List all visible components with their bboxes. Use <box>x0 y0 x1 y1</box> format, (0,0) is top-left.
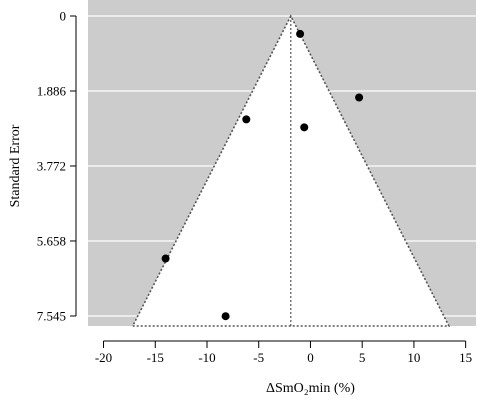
data-point <box>161 254 170 263</box>
x-axis-title: ΔSmO₂min (%) <box>266 381 355 396</box>
data-point <box>242 115 251 124</box>
y-tick-label: 0 <box>60 9 67 24</box>
x-tick-label: 5 <box>359 350 366 365</box>
y-tick-label: 5.658 <box>37 233 66 248</box>
funnel-region <box>131 14 451 327</box>
y-tick-label: 7.545 <box>37 309 66 324</box>
x-tick-label: 10 <box>407 350 420 365</box>
x-tick-label: -15 <box>147 350 164 365</box>
x-tick-label: 15 <box>459 350 472 365</box>
data-point <box>296 29 305 38</box>
data-point <box>221 312 230 321</box>
data-point <box>300 123 309 132</box>
x-tick-label: -10 <box>198 350 215 365</box>
x-tick-label: -20 <box>95 350 112 365</box>
y-tick-label: 1.886 <box>37 83 67 98</box>
data-point <box>355 93 364 102</box>
points-layer <box>161 29 364 321</box>
axes-layer: -20 -15 -10 -5 0 5 10 15 0 1.886 3.772 5.658 7.545 <box>37 9 472 366</box>
y-axis-title: Standard Error <box>8 124 23 207</box>
y-tick-label: 3.772 <box>37 158 66 173</box>
x-tick-label: 0 <box>307 350 314 365</box>
x-tick-label: -5 <box>253 350 264 365</box>
